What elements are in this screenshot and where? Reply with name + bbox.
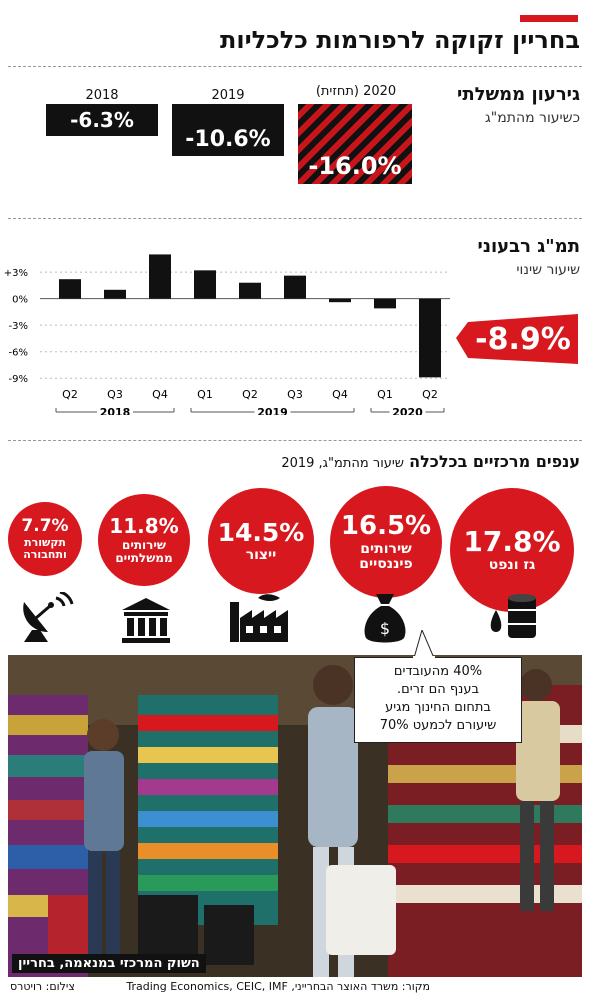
y-tick-label: -3%	[9, 321, 28, 332]
sector-financial: 16.5% שירותים פיננסיים	[330, 486, 442, 598]
shopping-bags	[48, 895, 254, 965]
x-tick-label: Q2	[62, 388, 78, 401]
x-tick-label: Q1	[197, 388, 213, 401]
gdp-subtitle: שיעור שינוי	[516, 262, 580, 278]
market-photo: 40% מהעובדים בענף הם זרים. בתחום החינוך …	[8, 655, 582, 977]
deficit-bar-2020: -16.0%	[298, 104, 412, 184]
deficit-subtitle: כשיעור מהתמ"ג	[485, 110, 580, 126]
sector-communications-pct: 7.7%	[21, 515, 69, 536]
bubble-line-3: בתחום החינוך מגיע	[385, 700, 491, 715]
sector-financial-pct: 16.5%	[340, 510, 432, 541]
sector-government-label: שירותים ממשלתיים	[115, 537, 173, 565]
sectors-heading: ענפים מרכזיים בכלכלה שיעור מהתמ"ג, 2019	[281, 452, 580, 471]
sector-manufacturing-label: ייצור	[245, 546, 277, 563]
bubble-line-1: 40% מהעובדים	[393, 664, 483, 679]
deficit-year-2019: 2019	[211, 88, 245, 103]
deficit-bar-2019: -10.6%	[172, 104, 284, 156]
sector-oil-gas: 17.8% גז ונפט	[450, 488, 574, 612]
y-tick-label: +3%	[4, 268, 28, 279]
deficit-value-2020: -16.0%	[308, 152, 402, 180]
gdp-bar	[149, 254, 171, 299]
bubble-line-4: שיעורם לכמעט 70%	[379, 718, 497, 733]
sector-communications-label: תקשורת ותחבורה	[23, 536, 67, 561]
gdp-chart: +3% 0% -3% -6% -9% Q2 Q3 Q4 Q1 Q2 Q3 Q4 Q1 Q2 2018 2019…	[4, 254, 450, 415]
satellite-dish-icon	[23, 592, 74, 642]
year-group-label: 2018	[100, 406, 131, 415]
sector-financial-label: שירותים פיננסיים	[359, 540, 413, 572]
gdp-bar	[104, 289, 126, 299]
gdp-callout-value: -8.9%	[475, 322, 571, 357]
sector-oil-gas-pct: 17.8%	[463, 524, 561, 558]
factory-icon	[230, 594, 288, 642]
person-right-silhouette	[516, 669, 560, 911]
y-tick-label: -9%	[9, 374, 28, 385]
deficit-value-2018: -6.3%	[70, 108, 134, 132]
y-tick-label: -6%	[9, 348, 28, 359]
x-tick-label: Q2	[422, 388, 438, 401]
gdp-title: תמ"ג רבעוני	[477, 236, 580, 257]
gdp-bar	[419, 298, 441, 378]
person-center-silhouette	[308, 665, 396, 977]
x-tick-label: Q3	[287, 388, 303, 401]
gdp-bar	[284, 275, 306, 299]
sectors-title: ענפים מרכזיים בכלכלה	[409, 452, 580, 471]
info-bubble: 40% מהעובדים בענף הם זרים. בתחום החינוך …	[354, 657, 522, 743]
divider	[8, 66, 582, 67]
deficit-value-2019: -10.6%	[185, 127, 271, 152]
government-building-icon	[122, 598, 170, 643]
source-note: מקור: משרד האוצר הבחרייני, Trading Econo…	[126, 980, 430, 993]
gdp-bar	[239, 282, 261, 299]
y-tick-label: 0%	[12, 295, 28, 306]
x-tick-label: Q4	[332, 388, 348, 401]
sector-government-pct: 11.8%	[109, 513, 179, 538]
page-title: בחריין זקוקה לרפורמות כלכליות	[219, 26, 580, 54]
gdp-callout: -8.9%	[456, 314, 578, 364]
x-tick-label: Q4	[152, 388, 168, 401]
sector-oil-gas-label: גז ונפט	[488, 557, 536, 574]
gdp-bar	[329, 298, 351, 303]
sector-manufacturing-pct: 14.5%	[217, 517, 305, 547]
bubble-line-2: בענף הם זרים.	[396, 682, 480, 697]
deficit-title: גירעון ממשלתי	[457, 84, 580, 105]
deficit-bar-2018: -6.3%	[46, 104, 158, 136]
deficit-year-2020: 2020 (תחזית)	[315, 84, 397, 99]
year-label-bg	[389, 405, 426, 415]
photo-caption: השוק המרכזי במנאמה, בחריין	[12, 954, 206, 973]
oil-barrel-icon	[490, 594, 536, 638]
callout-shape	[456, 314, 578, 364]
year-label-bg	[254, 405, 291, 415]
bubble-pointer	[413, 630, 435, 660]
svg-text:$: $	[380, 619, 390, 638]
x-tick-label: Q2	[242, 388, 258, 401]
gdp-bar	[194, 270, 216, 299]
divider	[8, 440, 582, 441]
photo-credit: צילום: רויטרס	[10, 980, 75, 993]
x-tick-label: Q3	[107, 388, 123, 401]
sector-communications: 7.7% תקשורת ותחבורה	[8, 502, 82, 576]
year-group-label: 2019	[257, 406, 288, 415]
x-tick-label: Q1	[377, 388, 393, 401]
deficit-year-2018: 2018	[85, 88, 119, 103]
sectors-subtitle: שיעור מהתמ"ג, 2019	[281, 456, 404, 471]
money-bag-icon: $	[364, 594, 406, 643]
sector-manufacturing: 14.5% ייצור	[208, 488, 314, 594]
year-label-bg	[97, 405, 133, 415]
textile-stacks-center	[138, 695, 278, 925]
sector-government: 11.8% שירותים ממשלתיים	[98, 494, 190, 586]
header-accent-bar	[520, 15, 578, 22]
year-group-label: 2020	[392, 406, 423, 415]
gdp-bar	[59, 279, 81, 299]
person-left-silhouette	[84, 719, 124, 961]
gdp-bar	[374, 298, 396, 309]
divider	[8, 218, 582, 219]
